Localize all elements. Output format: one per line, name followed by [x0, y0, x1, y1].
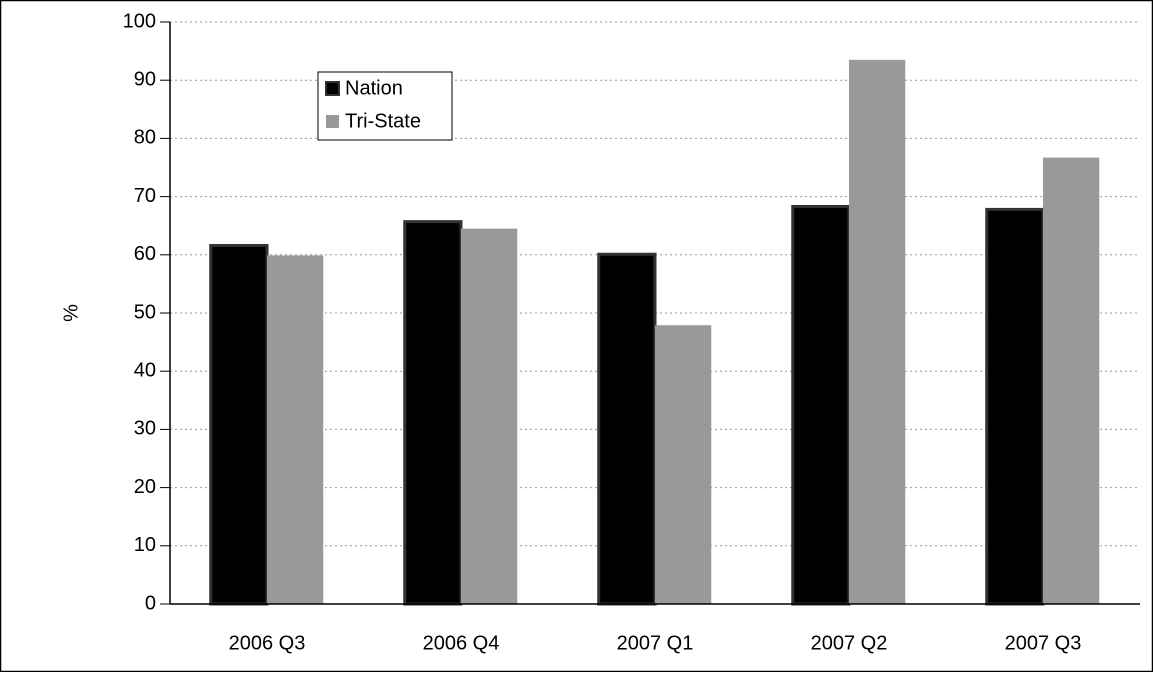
bar [403, 220, 463, 606]
bar [849, 59, 906, 604]
y-axis-label: % [60, 304, 82, 322]
x-tick-label: 2007 Q3 [1005, 632, 1082, 654]
y-tick-label: 30 [134, 418, 156, 440]
legend-box [317, 71, 453, 141]
legend-label: Nation [345, 77, 403, 99]
y-tick-label: 0 [145, 592, 156, 614]
y-tick-label: 70 [134, 185, 156, 207]
bar [597, 252, 657, 606]
y-tick-label: 50 [134, 301, 156, 323]
y-tick-label: 60 [134, 243, 156, 265]
x-tick-label: 2007 Q1 [617, 632, 694, 654]
legend-swatch [325, 81, 340, 96]
y-tick-label: 80 [134, 127, 156, 149]
bar [1043, 157, 1100, 604]
x-tick-label: 2006 Q4 [423, 632, 500, 654]
legend: Nation Tri-State [317, 71, 453, 141]
y-tick-label: 20 [134, 476, 156, 498]
legend-label: Tri-State [345, 110, 421, 132]
x-tick-label: 2007 Q2 [811, 632, 888, 654]
bar [209, 243, 269, 606]
legend-swatch [326, 115, 339, 128]
bar [461, 228, 518, 605]
y-tick-label: 90 [134, 68, 156, 90]
bar [985, 207, 1045, 606]
y-tick-label: 40 [134, 359, 156, 381]
x-tick-label: 2006 Q3 [229, 632, 306, 654]
bar [655, 325, 712, 604]
y-tick-label: 100 [123, 10, 156, 32]
y-tick-label: 10 [134, 534, 156, 556]
bar [791, 204, 851, 606]
bar [267, 255, 324, 604]
